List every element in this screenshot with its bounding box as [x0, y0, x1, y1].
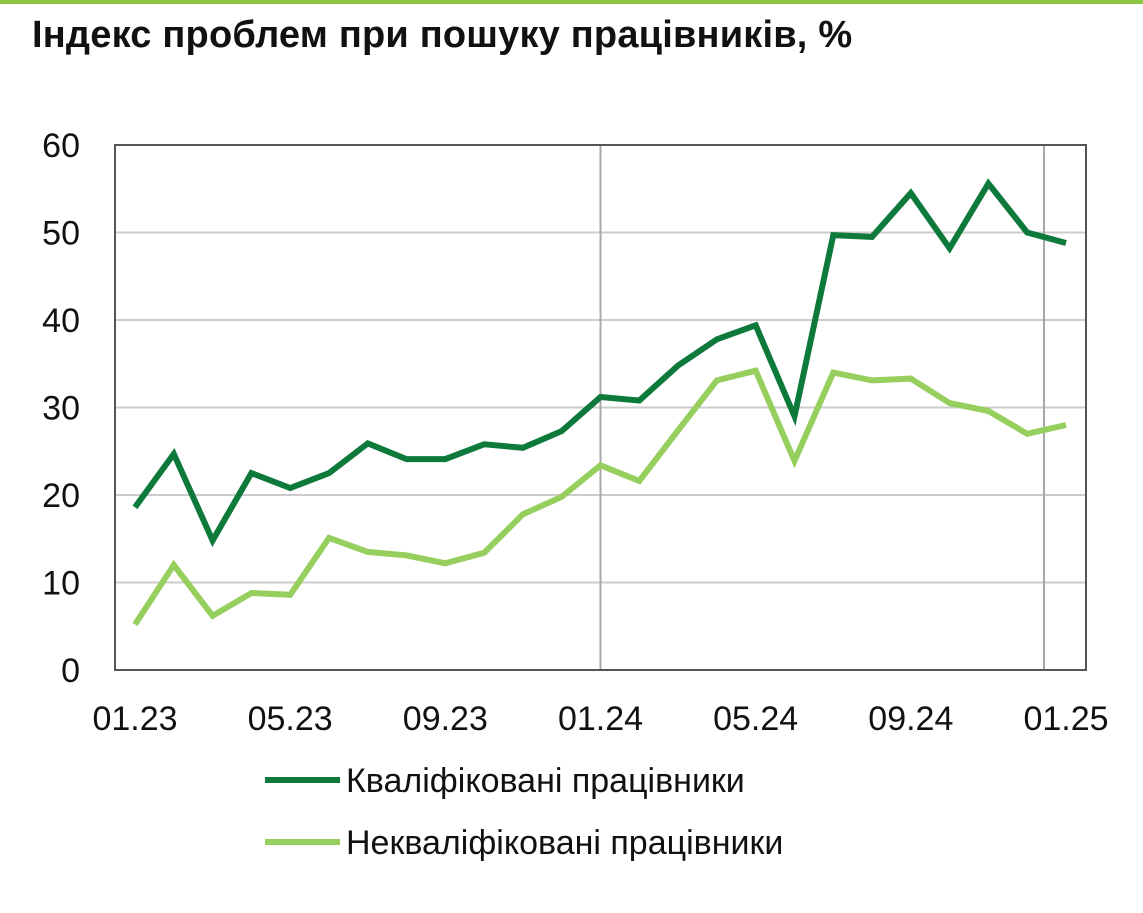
y-tick-label: 10	[42, 565, 80, 603]
legend-label: Кваліфіковані працівники	[346, 762, 745, 800]
x-tick-label: 01.24	[558, 700, 643, 738]
series-line-qualified	[132, 178, 1067, 548]
top-accent-rule	[0, 0, 1143, 4]
chart-title: Індекс проблем при пошуку працівників, %	[32, 14, 853, 56]
plot-frame	[114, 144, 1087, 671]
y-tick-label: 30	[42, 390, 80, 428]
x-tick-label: 01.25	[1023, 700, 1108, 738]
y-tick-label: 0	[61, 652, 80, 690]
x-tick-label: 05.24	[713, 700, 798, 738]
legend: Кваліфіковані працівники Некваліфіковані …	[265, 762, 783, 862]
x-tick-label: 05.23	[248, 700, 333, 738]
y-tick-label: 60	[42, 127, 80, 165]
x-tick-label: 09.23	[403, 700, 488, 738]
legend-label: Некваліфіковані працівники	[346, 824, 783, 862]
grid-layer	[115, 145, 1086, 670]
y-tick-label: 20	[42, 477, 80, 515]
axis-layer: 0 10 20 30 40 50 60 01.23 05.23 09.23 01.24 05.24 09…	[42, 127, 1108, 738]
series-layer	[132, 178, 1067, 627]
x-tick-label: 09.24	[868, 700, 953, 738]
x-tick-label: 01.23	[92, 700, 177, 738]
y-tick-label: 40	[42, 302, 80, 340]
y-tick-label: 50	[42, 215, 80, 253]
series-line-unqualified	[132, 367, 1067, 627]
